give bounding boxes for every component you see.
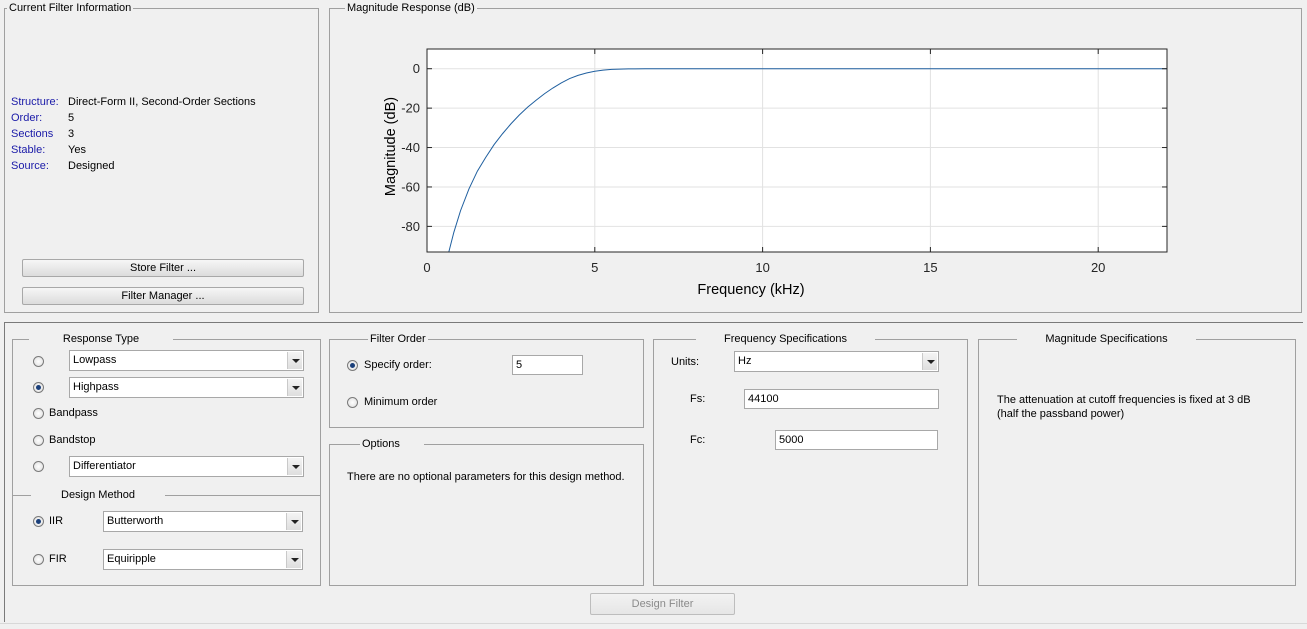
magnitude-response-chart: 0 5 10 15 20 0 -20 -40 -60 -80 Frequency (kHz) Magn… <box>383 48 1168 298</box>
minimum-order-label[interactable]: Minimum order <box>364 396 438 408</box>
filter-order-title: Filter Order <box>368 333 428 346</box>
y-tick-label: -40 <box>401 140 420 155</box>
response-type-title: Response Type <box>29 333 173 346</box>
x-tick-label: 0 <box>423 260 430 275</box>
fir-method-dropdown[interactable]: Equiripple <box>103 549 303 570</box>
chevron-down-icon <box>287 458 302 475</box>
specify-order-radio[interactable] <box>347 360 358 371</box>
bandpass-label[interactable]: Bandpass <box>49 407 98 419</box>
differentiator-radio[interactable] <box>33 461 44 472</box>
fs-label: Fs: <box>690 393 706 405</box>
units-label: Units: <box>671 356 700 368</box>
chevron-down-icon <box>286 513 301 530</box>
stable-value: Yes <box>68 144 86 156</box>
magnitude-specs-line2: (half the passband power) <box>997 408 1125 420</box>
lowpass-value: Lowpass <box>73 354 117 366</box>
fs-input[interactable]: 44100 <box>744 389 939 409</box>
x-tick-label: 10 <box>755 260 769 275</box>
magnitude-specs-title: Magnitude Specifications <box>1017 333 1196 346</box>
bandpass-radio[interactable] <box>33 408 44 419</box>
differentiator-dropdown[interactable]: Differentiator <box>69 456 304 477</box>
fir-radio[interactable] <box>33 554 44 565</box>
bottom-edge <box>0 623 1307 624</box>
magnitude-specs-panel: Magnitude Specifications <box>978 333 1296 586</box>
iir-method-value: Butterworth <box>107 515 164 527</box>
iir-method-dropdown[interactable]: Butterworth <box>103 511 303 532</box>
order-input[interactable]: 5 <box>512 355 583 375</box>
iir-label[interactable]: IIR <box>49 515 64 527</box>
filter-order-panel: Filter Order <box>329 333 644 428</box>
options-panel: Options <box>329 438 644 586</box>
highpass-value: Highpass <box>73 381 119 393</box>
highpass-dropdown[interactable]: Highpass <box>69 377 304 398</box>
source-label: Source: <box>11 160 49 172</box>
magnitude-specs-line1: The attenuation at cutoff frequencies is… <box>997 394 1251 406</box>
design-filter-button[interactable]: Design Filter <box>590 593 735 615</box>
order-value: 5 <box>68 112 75 124</box>
order-label: Order: <box>11 112 43 124</box>
plot-area <box>427 49 1167 252</box>
current-filter-title: Current Filter Information <box>7 2 134 15</box>
x-tick-label: 5 <box>591 260 598 275</box>
fir-label[interactable]: FIR <box>49 553 67 565</box>
section-divider <box>4 322 1303 323</box>
lowpass-radio[interactable] <box>33 356 44 367</box>
y-tick-label: -80 <box>401 219 420 234</box>
y-tick-label: -60 <box>401 179 420 194</box>
chevron-down-icon <box>287 352 302 369</box>
magnitude-line <box>448 68 1167 252</box>
chevron-down-icon <box>287 379 302 396</box>
fc-input[interactable]: 5000 <box>775 430 938 450</box>
highpass-radio[interactable] <box>33 382 44 393</box>
filter-manager-button[interactable]: Filter Manager ... <box>22 287 304 305</box>
bandstop-radio[interactable] <box>33 435 44 446</box>
plot-border <box>426 48 1168 253</box>
magnitude-response-title: Magnitude Response (dB) <box>345 2 477 15</box>
units-dropdown[interactable]: Hz <box>734 351 939 372</box>
differentiator-value: Differentiator <box>73 460 136 472</box>
specify-order-label[interactable]: Specify order: <box>364 359 432 371</box>
design-method-title: Design Method <box>31 489 165 502</box>
units-value: Hz <box>738 355 752 367</box>
x-axis-label: Frequency (kHz) <box>697 282 804 298</box>
options-message: There are no optional parameters for thi… <box>347 471 625 483</box>
x-tick-label: 15 <box>923 260 937 275</box>
frequency-specs-panel: Frequency Specifications <box>653 333 968 586</box>
frequency-specs-title: Frequency Specifications <box>696 333 875 346</box>
y-axis-label: Magnitude (dB) <box>383 97 399 196</box>
sections-value: 3 <box>68 128 75 140</box>
sections-label: Sections <box>11 128 54 140</box>
y-tick-label: 0 <box>413 61 420 76</box>
store-filter-button[interactable]: Store Filter ... <box>22 259 304 277</box>
x-tick-label: 20 <box>1091 260 1105 275</box>
lowpass-dropdown[interactable]: Lowpass <box>69 350 304 371</box>
lower-panel-left-edge <box>4 322 5 622</box>
structure-label: Structure: <box>11 96 59 108</box>
iir-radio[interactable] <box>33 516 44 527</box>
minimum-order-radio[interactable] <box>347 397 358 408</box>
structure-value: Direct-Form II, Second-Order Sections <box>68 96 256 108</box>
options-title: Options <box>360 438 424 451</box>
source-value: Designed <box>68 160 115 172</box>
design-method-panel: Design Method <box>12 489 321 586</box>
fir-method-value: Equiripple <box>107 553 156 565</box>
chevron-down-icon <box>922 353 937 370</box>
stable-label: Stable: <box>11 144 46 156</box>
fc-label: Fc: <box>690 434 706 446</box>
y-tick-label: -20 <box>401 101 420 116</box>
chevron-down-icon <box>286 551 301 568</box>
bandstop-label[interactable]: Bandstop <box>49 434 96 446</box>
